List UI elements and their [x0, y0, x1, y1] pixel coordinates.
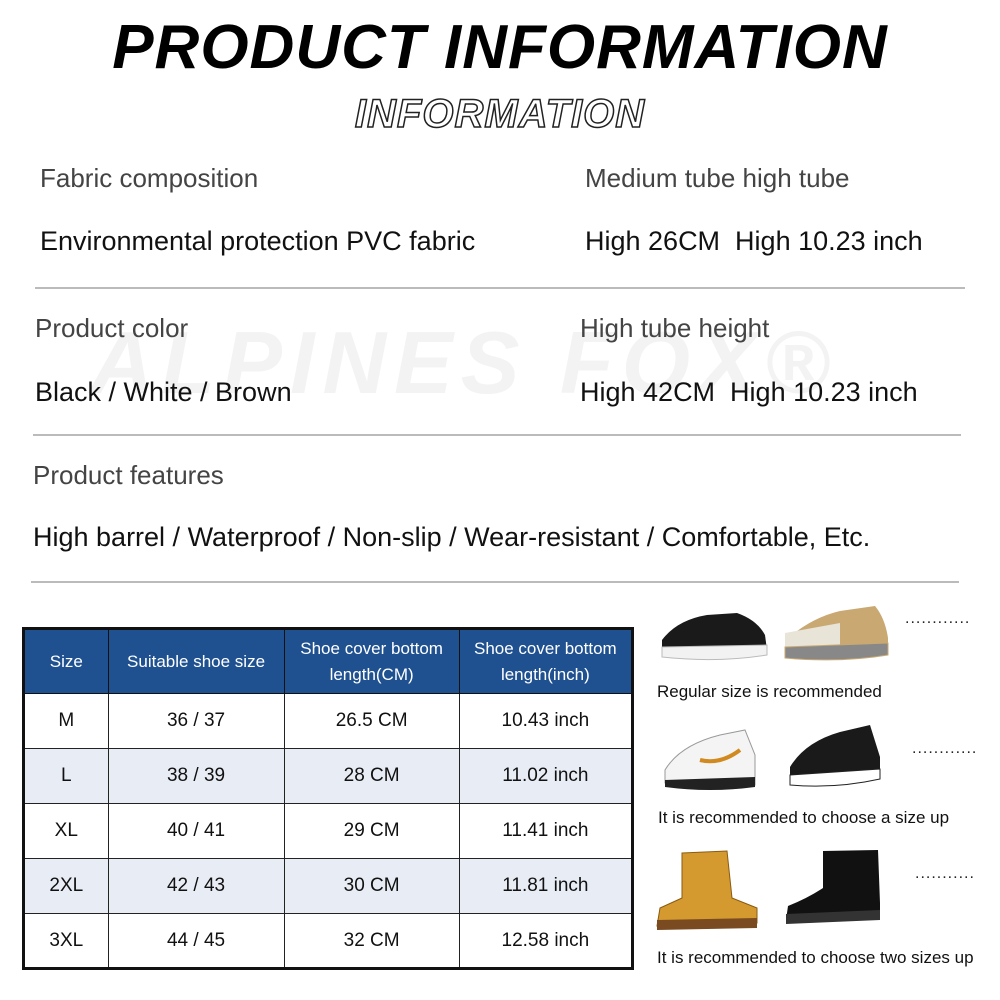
- table-cell: 26.5 CM: [283, 693, 460, 749]
- table-cell: L: [23, 748, 109, 804]
- info-label: Fabric composition: [40, 163, 259, 193]
- beige-casual-sneaker-image: [780, 603, 892, 670]
- page-title: PRODUCT INFORMATION: [112, 13, 888, 82]
- recommendation-text: It is recommended to choose a size up: [658, 808, 950, 827]
- black-canvas-sneaker-image: [657, 605, 769, 670]
- size-recommendations: ............ Regular size is recommended…: [650, 600, 1000, 1000]
- table-cell: 44 / 45: [107, 913, 285, 969]
- recommendation-text: Regular size is recommended: [657, 682, 882, 701]
- table-cell: 30 CM: [283, 858, 460, 914]
- column-header: Shoe cover bottom length(inch): [458, 628, 634, 694]
- table-cell: XL: [23, 803, 109, 859]
- white-running-shoe-image: [660, 715, 760, 800]
- info-value: Environmental protection PVC fabric: [40, 226, 476, 256]
- info-value: High 42CM High 10.23 inch: [580, 377, 918, 407]
- divider: [35, 287, 965, 289]
- table-row: XL 40 / 41 29 CM 11.41 inch: [23, 803, 634, 859]
- black-chunky-sneaker-image: [785, 717, 885, 797]
- divider: [33, 434, 961, 436]
- table-cell: 38 / 39: [107, 748, 285, 804]
- divider: [31, 581, 959, 583]
- info-label: High tube height: [580, 313, 770, 343]
- more-dots: ............: [912, 740, 978, 757]
- table-cell: 2XL: [23, 858, 109, 914]
- table-cell: 12.58 inch: [458, 913, 634, 969]
- info-value: High barrel / Waterproof / Non-slip / We…: [33, 522, 871, 552]
- table-cell: 42 / 43: [107, 858, 285, 914]
- tan-work-boot-image: [652, 848, 762, 938]
- table-row: 3XL 44 / 45 32 CM 12.58 inch: [23, 913, 634, 969]
- table-cell: 32 CM: [283, 913, 460, 969]
- recommendation-text: It is recommended to choose two sizes up: [657, 948, 974, 967]
- info-label: Product color: [35, 313, 189, 343]
- table-row: M 36 / 37 26.5 CM 10.43 inch: [23, 693, 634, 749]
- column-header: Suitable shoe size: [107, 628, 285, 694]
- table-cell: 40 / 41: [107, 803, 285, 859]
- black-leather-boot-image: [778, 848, 888, 933]
- more-dots: ...........: [915, 865, 975, 882]
- table-cell: 29 CM: [283, 803, 460, 859]
- page-subtitle: INFORMATION: [354, 91, 646, 137]
- table-row: L 38 / 39 28 CM 11.02 inch: [23, 748, 634, 804]
- column-header: Shoe cover bottom length(CM): [283, 628, 460, 694]
- table-cell: 3XL: [23, 913, 109, 969]
- more-dots: ............: [905, 610, 971, 627]
- table-row: 2XL 42 / 43 30 CM 11.81 inch: [23, 858, 634, 914]
- table-cell: 36 / 37: [107, 693, 285, 749]
- size-table: Size Suitable shoe size Shoe cover botto…: [22, 627, 634, 970]
- table-cell: 11.81 inch: [458, 858, 634, 914]
- info-label: Medium tube high tube: [585, 163, 850, 193]
- column-header: Size: [23, 628, 109, 694]
- table-cell: M: [23, 693, 109, 749]
- table-cell: 28 CM: [283, 748, 460, 804]
- info-value: High 26CM High 10.23 inch: [585, 226, 923, 256]
- table-cell: 10.43 inch: [458, 693, 634, 749]
- table-cell: 11.41 inch: [458, 803, 634, 859]
- brand-watermark: ALPINES FOX®: [90, 313, 838, 412]
- info-label: Product features: [33, 460, 224, 490]
- table-cell: 11.02 inch: [458, 748, 634, 804]
- info-value: Black / White / Brown: [35, 377, 292, 407]
